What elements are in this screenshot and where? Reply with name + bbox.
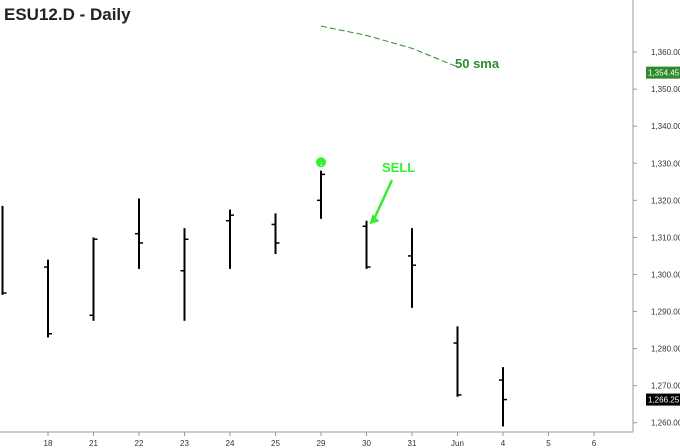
- annotations: 50 sma SELL ↓: [316, 56, 500, 225]
- x-tick-label: 22: [135, 439, 144, 448]
- y-tick-label: 1,270.00: [651, 382, 680, 391]
- x-tick-label: 23: [180, 439, 189, 448]
- sma-line: [320, 25, 458, 68]
- price-labels: 1,354.45 1,266.25: [646, 66, 680, 406]
- chart-title: ESU12.D - Daily: [4, 5, 131, 24]
- x-axis: 18 21 22 23 24 25 29 30 31 Jun 4 5 6: [44, 432, 597, 448]
- x-tick-label: Jun: [451, 439, 464, 448]
- y-tick-label: 1,320.00: [651, 196, 680, 205]
- x-tick-label: 18: [44, 439, 53, 448]
- sell-label: SELL: [382, 160, 415, 175]
- ohlc-bar: [408, 228, 416, 308]
- x-tick-label: 21: [89, 439, 98, 448]
- ohlc-bar: [89, 237, 98, 321]
- ohlc-bar: [44, 259, 52, 338]
- x-tick-label: 5: [546, 439, 551, 448]
- price-label-box: [646, 393, 680, 406]
- ohlc-bar: [226, 209, 234, 269]
- y-tick-label: 1,310.00: [651, 233, 680, 242]
- sell-arrow-head: [369, 214, 380, 225]
- y-tick-label: 1,300.00: [651, 270, 680, 279]
- down-signal-glyph: ↓: [319, 159, 323, 168]
- x-tick-label: 29: [317, 439, 326, 448]
- ohlc-bar: [1, 205, 7, 295]
- ohlc-bar: [453, 326, 462, 397]
- sma-series: [320, 25, 458, 68]
- price-label-box: [646, 66, 680, 79]
- y-axis: 1,260.00 1,270.00 1,280.00 1,290.00 1,300.00…: [633, 48, 680, 428]
- y-tick-label: 1,260.00: [651, 419, 680, 428]
- y-tick-label: 1,330.00: [651, 159, 680, 168]
- x-tick-label: 25: [271, 439, 280, 448]
- x-tick-label: 30: [362, 439, 371, 448]
- ohlc-bar: [499, 367, 507, 427]
- price-label-text: 1,354.45: [648, 69, 680, 78]
- y-tick-label: 1,360.00: [651, 48, 680, 57]
- x-tick-label: 4: [501, 439, 506, 448]
- sma-label: 50 sma: [455, 56, 500, 71]
- x-tick-label: 6: [592, 439, 597, 448]
- y-tick-label: 1,280.00: [651, 345, 680, 354]
- y-tick-label: 1,290.00: [651, 308, 680, 317]
- down-signal-icon: [316, 157, 326, 168]
- x-tick-label: 31: [408, 439, 417, 448]
- y-tick-label: 1,350.00: [651, 85, 680, 94]
- x-tick-label: 24: [226, 439, 235, 448]
- ohlc-bar: [362, 220, 371, 269]
- price-label-text: 1,266.25: [648, 396, 680, 405]
- sell-arrow-line: [372, 179, 394, 221]
- ohlc-bar: [180, 228, 189, 321]
- ohlc-series: [1, 170, 507, 427]
- ohlc-bar: [271, 213, 280, 255]
- ohlc-bar: [317, 170, 325, 219]
- y-tick-label: 1,340.00: [651, 122, 680, 131]
- ohlc-bar: [135, 198, 143, 269]
